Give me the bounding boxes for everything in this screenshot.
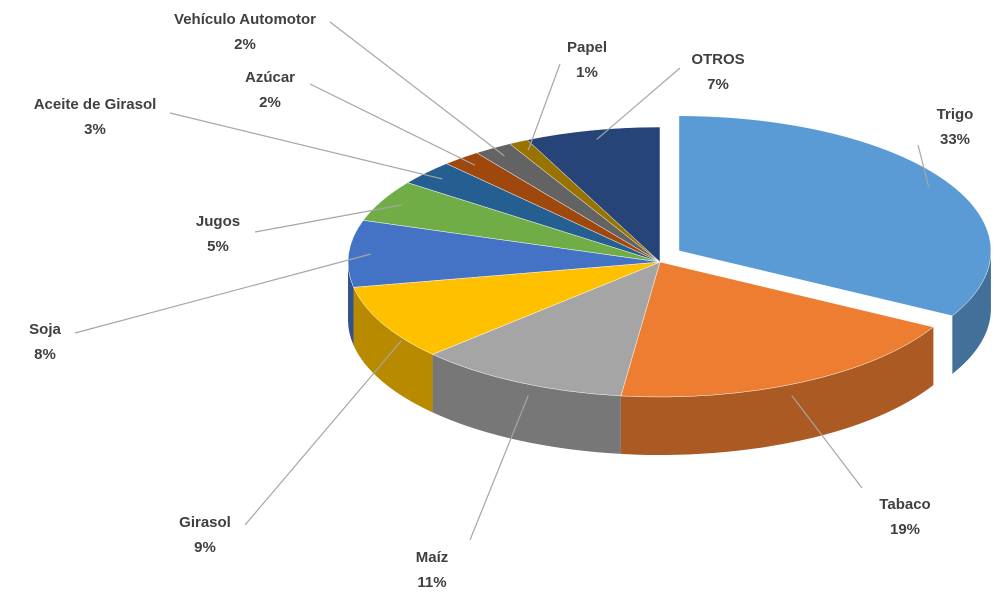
leader-line [791,395,863,489]
value-label: 9% [194,539,216,556]
category-label: Soja [29,321,61,338]
value-label: 1% [576,64,598,81]
value-label: 8% [34,346,56,363]
category-label: Azúcar [245,69,295,86]
value-label: 7% [707,76,729,93]
category-label: Trigo [937,106,974,123]
slice-side [348,262,354,346]
category-label: Jugos [196,213,240,230]
category-label: Aceite de Girasol [34,96,157,113]
leader-line [169,112,443,180]
category-label: OTROS [691,51,744,68]
value-label: 2% [234,36,256,53]
category-label: Papel [567,39,607,56]
slice-side [620,327,934,455]
slice [347,220,661,288]
slice [431,261,661,397]
slice [678,115,992,317]
leader-line [74,253,371,334]
value-label: 2% [259,94,281,111]
category-label: Girasol [179,514,231,531]
value-label: 11% [417,574,446,591]
leader-line [309,83,476,166]
slice [353,261,661,355]
leader-line [596,67,681,140]
value-label: 33% [940,131,970,148]
value-label: 3% [84,121,106,138]
category-label: Maíz [416,549,449,566]
category-label: Tabaco [879,496,930,513]
value-label: 5% [207,238,229,255]
labels: Trigo 33% Tabaco 19% Maíz 11% Girasol 9% Soja 8% J… [29,11,973,591]
leader-line [917,144,930,188]
slice [620,261,934,398]
leader-line [244,340,402,526]
leader-line [254,204,402,233]
leader-line [527,63,561,151]
value-label: 19% [890,521,920,538]
slice [526,126,661,263]
leader-line [469,395,529,541]
top-faces [347,115,992,398]
category-label: Vehículo Automotor [174,11,316,28]
slice-side [952,250,991,374]
leader-line [329,21,505,157]
slice-side [432,354,621,454]
